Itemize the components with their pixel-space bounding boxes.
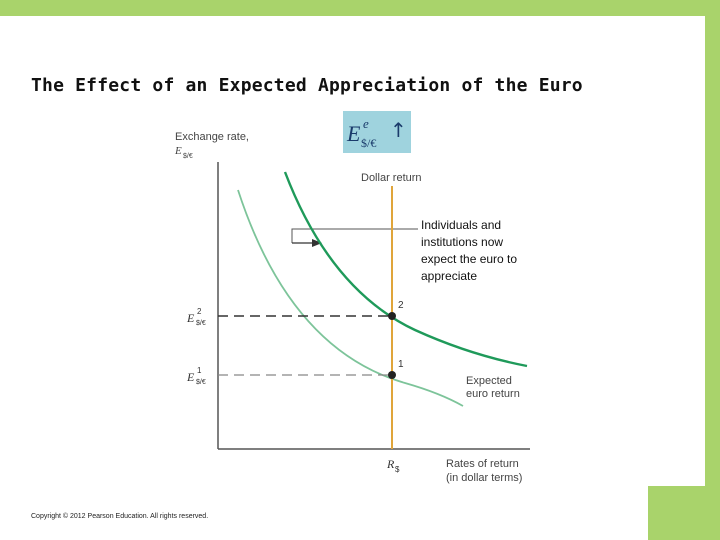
slide-title: The Effect of an Expected Appreciation o… bbox=[31, 75, 583, 96]
right-arrow-icon bbox=[312, 239, 322, 247]
equilibrium-point-1 bbox=[388, 371, 396, 379]
callout-line-3: expect the euro to bbox=[421, 252, 517, 266]
e1-symbol: E bbox=[186, 370, 195, 384]
dollar-return-label: Dollar return bbox=[361, 172, 422, 184]
equilibrium-point-2 bbox=[388, 312, 396, 320]
expectation-superscript: e bbox=[363, 116, 369, 131]
expectation-subscript: $/€ bbox=[361, 136, 376, 150]
e1-subscript: $/€ bbox=[196, 379, 206, 386]
e1-superscript: 1 bbox=[197, 366, 202, 375]
expected-euro-return-label-2: euro return bbox=[466, 388, 520, 400]
expected-euro-return-label-1: Expected bbox=[466, 375, 512, 387]
corner-accent-box bbox=[648, 486, 705, 540]
x-axis-label-1: Rates of return bbox=[446, 458, 519, 470]
y-axis-subscript: $/€ bbox=[183, 153, 193, 160]
y-axis-symbol: E bbox=[174, 145, 182, 157]
new-expected-euro-return-curve bbox=[283, 171, 528, 368]
callout-line-1: Individuals and bbox=[421, 218, 501, 232]
e2-superscript: 2 bbox=[197, 307, 202, 316]
y-axis-label: Exchange rate, bbox=[175, 131, 249, 143]
expectation-box bbox=[343, 111, 411, 153]
old-expected-euro-return-curve bbox=[237, 189, 464, 407]
e2-symbol: E bbox=[186, 311, 195, 325]
right-accent-bar bbox=[705, 0, 720, 540]
expectation-symbol: E bbox=[346, 121, 361, 146]
x-axis-label-2: (in dollar terms) bbox=[446, 472, 522, 484]
point-2-label: 2 bbox=[398, 300, 404, 311]
point-1-label: 1 bbox=[398, 359, 404, 370]
callout-connector bbox=[291, 228, 418, 243]
e2-subscript: $/€ bbox=[196, 320, 206, 327]
callout-line-2: institutions now bbox=[421, 235, 503, 249]
up-arrow-icon: ↑ bbox=[390, 118, 407, 142]
copyright-notice: Copyright © 2012 Pearson Education. All … bbox=[31, 513, 209, 520]
r-dollar-subscript: $ bbox=[395, 465, 400, 474]
r-dollar-symbol: R bbox=[386, 457, 395, 471]
top-accent-bar bbox=[0, 0, 720, 16]
callout-line-4: appreciate bbox=[421, 269, 477, 283]
